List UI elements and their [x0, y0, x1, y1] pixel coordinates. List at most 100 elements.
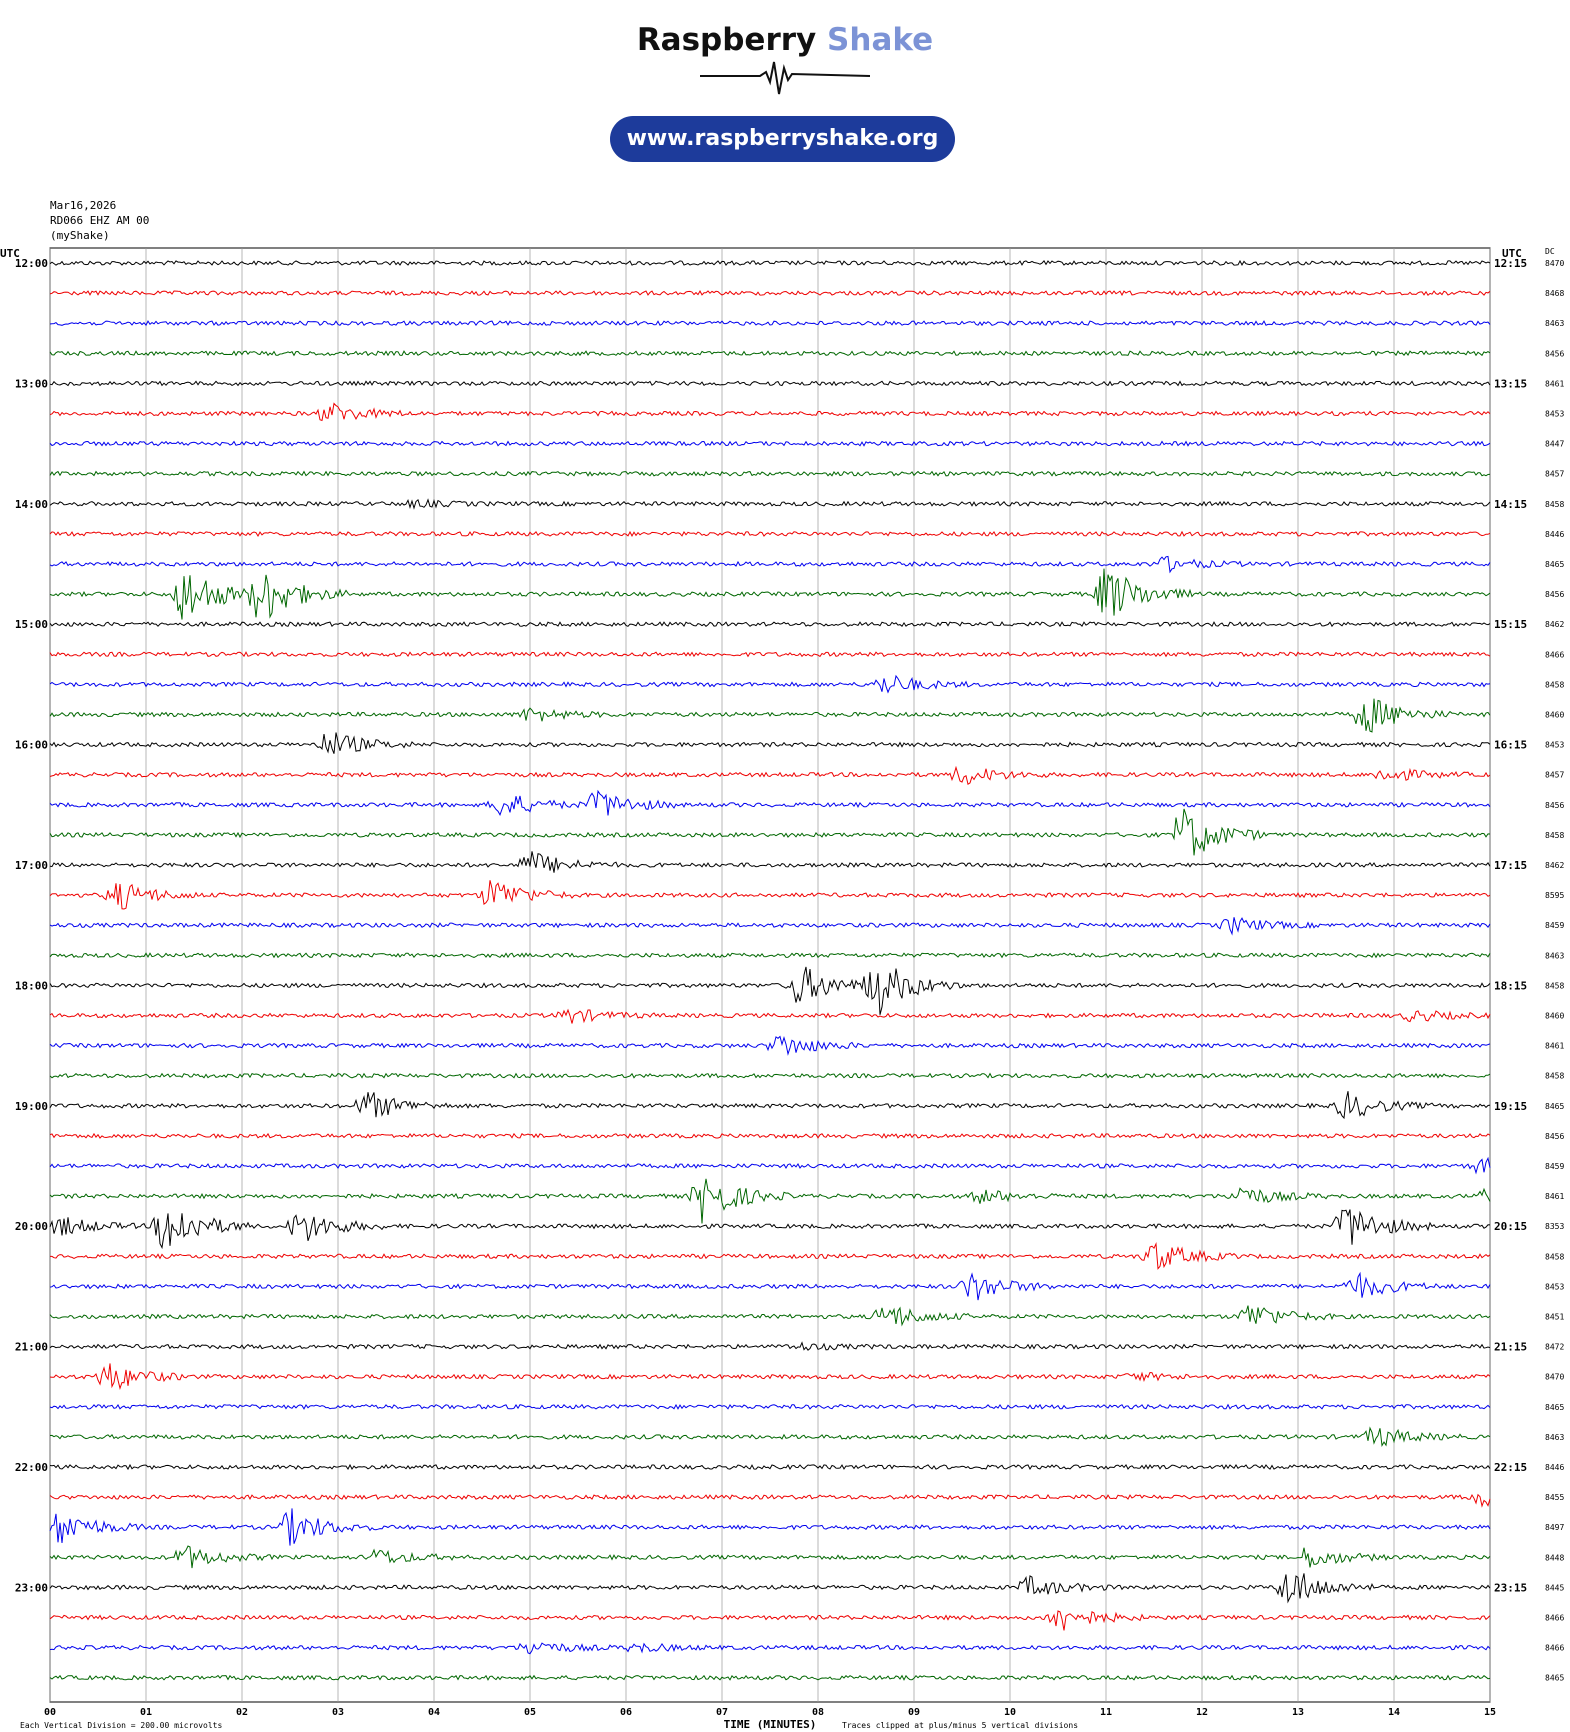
x-axis-title: TIME (MINUTES) [724, 1718, 817, 1731]
dc-value: 8459 [1545, 921, 1564, 930]
dc-value: 8497 [1545, 1523, 1564, 1532]
dc-value: 8446 [1545, 530, 1564, 539]
trace-line [49, 320, 1491, 327]
dc-value: 8453 [1545, 410, 1564, 419]
helicorder-chart: Mar16,2026 RD066 EHZ AM 00 (myShake) UTC… [0, 199, 1565, 1731]
dc-value: 8461 [1545, 1192, 1564, 1201]
dc-value: 8468 [1545, 289, 1564, 298]
station-info: Mar16,2026 RD066 EHZ AM 00 (myShake) [50, 199, 149, 242]
source-label: (myShake) [50, 229, 110, 242]
trace-line [49, 1573, 1491, 1604]
dc-value: 8463 [1545, 1433, 1564, 1442]
trace-line [49, 1508, 1491, 1546]
dc-value: 8453 [1545, 1282, 1564, 1291]
trace-line [49, 1426, 1491, 1448]
trace-line [49, 1403, 1491, 1410]
trace-line [49, 350, 1491, 357]
trace-line [49, 732, 1491, 754]
dc-value: 8465 [1545, 1403, 1564, 1412]
x-tick-label: 12 [1196, 1707, 1208, 1718]
x-tick-group: 00 01 02 03 04 05 06 07 08 09 10 11 12 13 14 15 [44, 1707, 1496, 1718]
right-time-label: 17:15 [1494, 859, 1527, 872]
dc-value: 8462 [1545, 620, 1564, 629]
dc-value: 8466 [1545, 1644, 1564, 1653]
date-label: Mar16,2026 [50, 199, 116, 212]
dc-value: 8472 [1545, 1343, 1564, 1352]
dc-value: 8446 [1545, 1463, 1564, 1472]
dc-value: 8465 [1545, 1674, 1564, 1683]
x-tick-label: 08 [812, 1707, 824, 1718]
trace-line [49, 1545, 1491, 1569]
dc-value: 8455 [1545, 1493, 1564, 1502]
trace-line [49, 952, 1491, 959]
brand-name-light: Shake [827, 22, 934, 58]
dc-value: 8463 [1545, 951, 1564, 960]
right-time-label: 19:15 [1494, 1100, 1527, 1113]
left-time-label: 17:00 [15, 859, 48, 872]
dc-value: 8461 [1545, 1042, 1564, 1051]
x-tick-label: 06 [620, 1707, 632, 1718]
right-time-label: 18:15 [1494, 979, 1527, 992]
trace-line [49, 1178, 1491, 1224]
trace-line [49, 880, 1491, 910]
trace-line [49, 1610, 1491, 1631]
x-tick-label: 10 [1004, 1707, 1016, 1718]
left-time-label: 12:00 [15, 257, 48, 270]
dc-value: 8460 [1545, 711, 1564, 720]
trace-line [49, 290, 1491, 297]
website-link[interactable]: www.raspberryshake.org [610, 116, 955, 162]
dc-value: 8456 [1545, 1132, 1564, 1141]
dc-value: 8470 [1545, 1373, 1564, 1382]
right-time-label: 14:15 [1494, 498, 1527, 511]
left-time-label: 14:00 [15, 498, 48, 511]
trace-line [49, 498, 1491, 510]
trace-line [49, 674, 1491, 694]
brand-name-dark: Raspberry [636, 22, 817, 58]
right-time-label: 21:15 [1494, 1341, 1527, 1354]
trace-line [49, 1674, 1491, 1681]
dc-title: DC [1545, 247, 1555, 256]
seismogram-logo-icon [700, 61, 870, 95]
dc-value: 8459 [1545, 1162, 1564, 1171]
right-time-label: 12:15 [1494, 257, 1527, 270]
trace-line [49, 1132, 1491, 1139]
dc-value: 8462 [1545, 861, 1564, 870]
x-tick-label: 01 [140, 1707, 152, 1718]
dc-value: 8458 [1545, 680, 1564, 689]
clip-footnote: Traces clipped at plus/minus 5 vertical … [842, 1721, 1078, 1730]
dc-value: 8466 [1545, 650, 1564, 659]
dc-value: 8465 [1545, 1102, 1564, 1111]
trace-line [49, 259, 1491, 266]
x-tick-label: 13 [1292, 1707, 1304, 1718]
dc-value: 8447 [1545, 440, 1564, 449]
right-time-label: 16:15 [1494, 739, 1527, 752]
dc-value: 8453 [1545, 741, 1564, 750]
trace-line [49, 966, 1491, 1015]
channel-label: RD066 EHZ AM 00 [50, 214, 149, 227]
time-label-group: 8470 12:00 12:15 8468 8463 8456 8461 13:00 13:15… [15, 257, 1565, 1683]
trace-line [49, 380, 1491, 387]
dc-value: 8458 [1545, 981, 1564, 990]
x-tick-label: 07 [716, 1707, 728, 1718]
x-tick-label: 04 [428, 1707, 440, 1718]
trace-line [49, 917, 1491, 936]
right-time-label: 23:15 [1494, 1581, 1527, 1594]
trace-line [49, 1271, 1491, 1301]
dc-value: 8456 [1545, 801, 1564, 810]
x-tick-label: 03 [332, 1707, 344, 1718]
brand-logo[interactable]: Raspberry Shake [0, 22, 1570, 58]
dc-value: 8353 [1545, 1222, 1564, 1231]
dc-value: 8457 [1545, 771, 1564, 780]
dc-value: 8466 [1545, 1614, 1564, 1623]
dc-value: 8456 [1545, 590, 1564, 599]
x-tick-label: 02 [236, 1707, 248, 1718]
trace-line [49, 470, 1491, 477]
dc-value: 8458 [1545, 1072, 1564, 1081]
trace-line [49, 765, 1491, 786]
trace-line [49, 555, 1491, 574]
x-tick-label: 00 [44, 1707, 56, 1718]
scale-footnote: Each Vertical Division = 200.00 microvol… [20, 1721, 222, 1730]
left-time-label: 13:00 [15, 377, 48, 390]
left-time-label: 22:00 [15, 1461, 48, 1474]
right-time-label: 22:15 [1494, 1461, 1527, 1474]
